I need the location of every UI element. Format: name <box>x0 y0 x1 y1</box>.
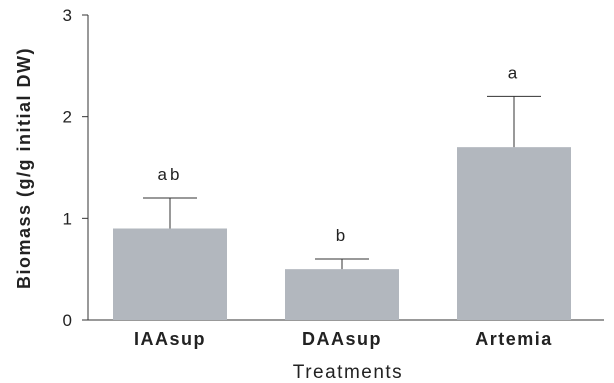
y-tick-label: 2 <box>63 108 72 127</box>
y-tick-label: 3 <box>63 6 72 25</box>
significance-labels-group: ab b a <box>158 63 520 245</box>
significance-label: b <box>336 226 348 245</box>
significance-label: ab <box>158 165 183 184</box>
significance-label: a <box>508 63 520 82</box>
x-axis-title: Treatments <box>293 362 403 383</box>
bar-daasup <box>285 269 399 320</box>
y-tick-label: 0 <box>63 311 72 330</box>
category-labels-group: IAAsup DAAsup Artemia <box>134 329 553 349</box>
x-tick-label: Artemia <box>475 329 553 349</box>
x-tick-label: IAAsup <box>134 329 206 349</box>
bars-group <box>113 147 571 320</box>
x-tick-label: DAAsup <box>302 329 382 349</box>
y-axis-title: Biomass (g/g initial DW) <box>14 47 34 289</box>
error-bars-group <box>143 95 541 270</box>
y-tick-label: 1 <box>63 209 72 228</box>
y-axis: 0 1 2 3 <box>63 6 89 330</box>
bar-artemia <box>457 147 571 320</box>
bar-iaasup <box>113 228 227 320</box>
